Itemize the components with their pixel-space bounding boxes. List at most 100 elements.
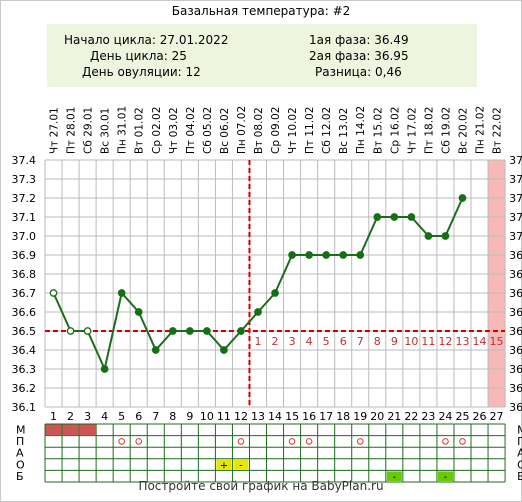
y-tick-label-right: 36.7 xyxy=(509,287,522,300)
temperature-point xyxy=(117,289,126,297)
ovulation-test-mark: + xyxy=(220,460,228,471)
menstruation-cell xyxy=(45,424,62,436)
table-row-label-right: О xyxy=(517,458,522,471)
temperature-point xyxy=(441,232,450,240)
predicted-period-band xyxy=(488,160,506,407)
table-row-label-right: Б xyxy=(517,470,522,483)
y-tick-label-right: 36.2 xyxy=(509,382,522,395)
x-tick-label: 27 xyxy=(490,410,504,423)
temperature-point xyxy=(322,251,331,259)
y-tick-label-left: 36.6 xyxy=(12,306,37,319)
y-tick-label-right: 37.3 xyxy=(509,173,522,186)
x-tick-label: 17 xyxy=(319,410,333,423)
x-tick-label: 12 xyxy=(234,410,248,423)
x-tick-label: 4 xyxy=(101,410,108,423)
date-label: Сб 12.02 xyxy=(321,107,333,154)
date-label: Ср 09.02 xyxy=(270,107,282,154)
y-tick-label-right: 36.4 xyxy=(509,344,522,357)
phase2-day-number: 7 xyxy=(357,335,364,348)
date-label: Чт 27.01 xyxy=(49,107,61,154)
x-tick-label: 25 xyxy=(455,410,469,423)
menstruation-cell xyxy=(62,424,79,436)
date-label: Пн 31.01 xyxy=(117,106,129,154)
y-tick-label-left: 37.3 xyxy=(12,173,37,186)
y-tick-label-left: 37.1 xyxy=(12,211,37,224)
date-label: Чт 03.02 xyxy=(168,107,180,154)
table-row-label-left: Б xyxy=(16,470,24,483)
temperature-point-open xyxy=(83,327,92,335)
marker-circle xyxy=(356,438,364,445)
date-label: Вс 13.02 xyxy=(338,108,350,154)
phase2-day-number: 2 xyxy=(272,335,279,348)
date-label: Пт 18.02 xyxy=(423,107,435,154)
info-panel: Начало цикла: 27.01.2022 День цикла: 25 … xyxy=(47,24,477,87)
cycle-start: Начало цикла: 27.01.2022 xyxy=(64,33,229,47)
y-tick-label-left: 36.7 xyxy=(12,287,37,300)
y-tick-label-left: 36.9 xyxy=(12,249,37,262)
date-label: Вт 08.02 xyxy=(253,107,265,154)
y-tick-label-right: 36.9 xyxy=(509,249,522,262)
date-label: Пн 21.02 xyxy=(475,106,487,154)
date-label: Сб 19.02 xyxy=(440,107,452,154)
footer-link-text[interactable]: Постройте свой график на BabyPlan.ru xyxy=(138,479,384,493)
table-row-label-left: О xyxy=(16,458,25,471)
temperature-point xyxy=(134,308,143,316)
x-tick-label: 22 xyxy=(404,410,418,423)
date-label: Ср 16.02 xyxy=(389,107,401,154)
temperature-point xyxy=(203,327,211,335)
ovulation-test-cell xyxy=(233,459,249,470)
x-tick-label: 19 xyxy=(353,410,367,423)
temperature-point xyxy=(424,232,433,240)
pregnancy-test-cell xyxy=(437,471,453,481)
y-tick-label-left: 37.4 xyxy=(12,154,37,167)
y-tick-label-left: 37.0 xyxy=(12,230,37,243)
x-tick-label: 21 xyxy=(387,410,401,423)
table-row-label-right: А xyxy=(517,447,522,460)
marker-circle xyxy=(305,438,313,445)
y-tick-label-left: 36.1 xyxy=(12,401,37,414)
x-tick-label: 7 xyxy=(152,410,159,423)
y-tick-label-left: 36.5 xyxy=(12,325,37,338)
temperature-point xyxy=(168,327,177,335)
phase2-day-number: 14 xyxy=(473,335,487,348)
menstruation-cell xyxy=(79,424,96,436)
x-tick-label: 6 xyxy=(135,410,142,423)
date-label: Вт 01.02 xyxy=(134,107,146,154)
temperature-point xyxy=(305,251,313,259)
temperature-point xyxy=(271,289,279,297)
temperature-point xyxy=(390,213,399,221)
phase2-day-number: 10 xyxy=(404,335,418,348)
marker-circle xyxy=(118,438,125,445)
y-tick-label-right: 37.1 xyxy=(509,211,522,224)
temperature-point xyxy=(458,194,467,202)
phase2-day-number: 5 xyxy=(323,335,330,348)
marker-circle xyxy=(288,438,296,445)
x-tick-label: 10 xyxy=(200,410,214,423)
y-tick-label-left: 36.4 xyxy=(12,344,37,357)
table-row-label-left: А xyxy=(16,447,24,460)
table-row-label-left: П xyxy=(16,435,24,448)
x-tick-label: 18 xyxy=(336,410,350,423)
y-tick-label-left: 37.2 xyxy=(12,192,37,205)
temperature-point xyxy=(220,346,228,354)
y-tick-label-right: 36.1 xyxy=(509,401,522,414)
x-tick-label: 14 xyxy=(268,410,282,423)
temperature-point-open xyxy=(66,327,75,335)
y-tick-label-right: 36.8 xyxy=(509,268,522,281)
temperature-point xyxy=(100,365,109,373)
date-label: Чт 17.02 xyxy=(406,107,418,154)
date-label: Вс 30.01 xyxy=(100,108,112,154)
table-row-label-left: М xyxy=(16,424,26,437)
y-tick-label-left: 36.8 xyxy=(12,268,37,281)
temperature-point-open xyxy=(49,289,58,297)
ovulation-test-mark: - xyxy=(239,460,243,471)
marker-circle xyxy=(135,438,143,445)
date-label: Пт 28.01 xyxy=(66,107,78,154)
pregnancy-test-cell xyxy=(386,471,402,481)
y-tick-label-right: 37.4 xyxy=(509,154,522,167)
date-label: Вт 22.02 xyxy=(492,107,504,154)
x-tick-label: 15 xyxy=(285,410,299,423)
temperature-point xyxy=(237,327,245,335)
y-tick-label-right: 36.6 xyxy=(509,306,522,319)
